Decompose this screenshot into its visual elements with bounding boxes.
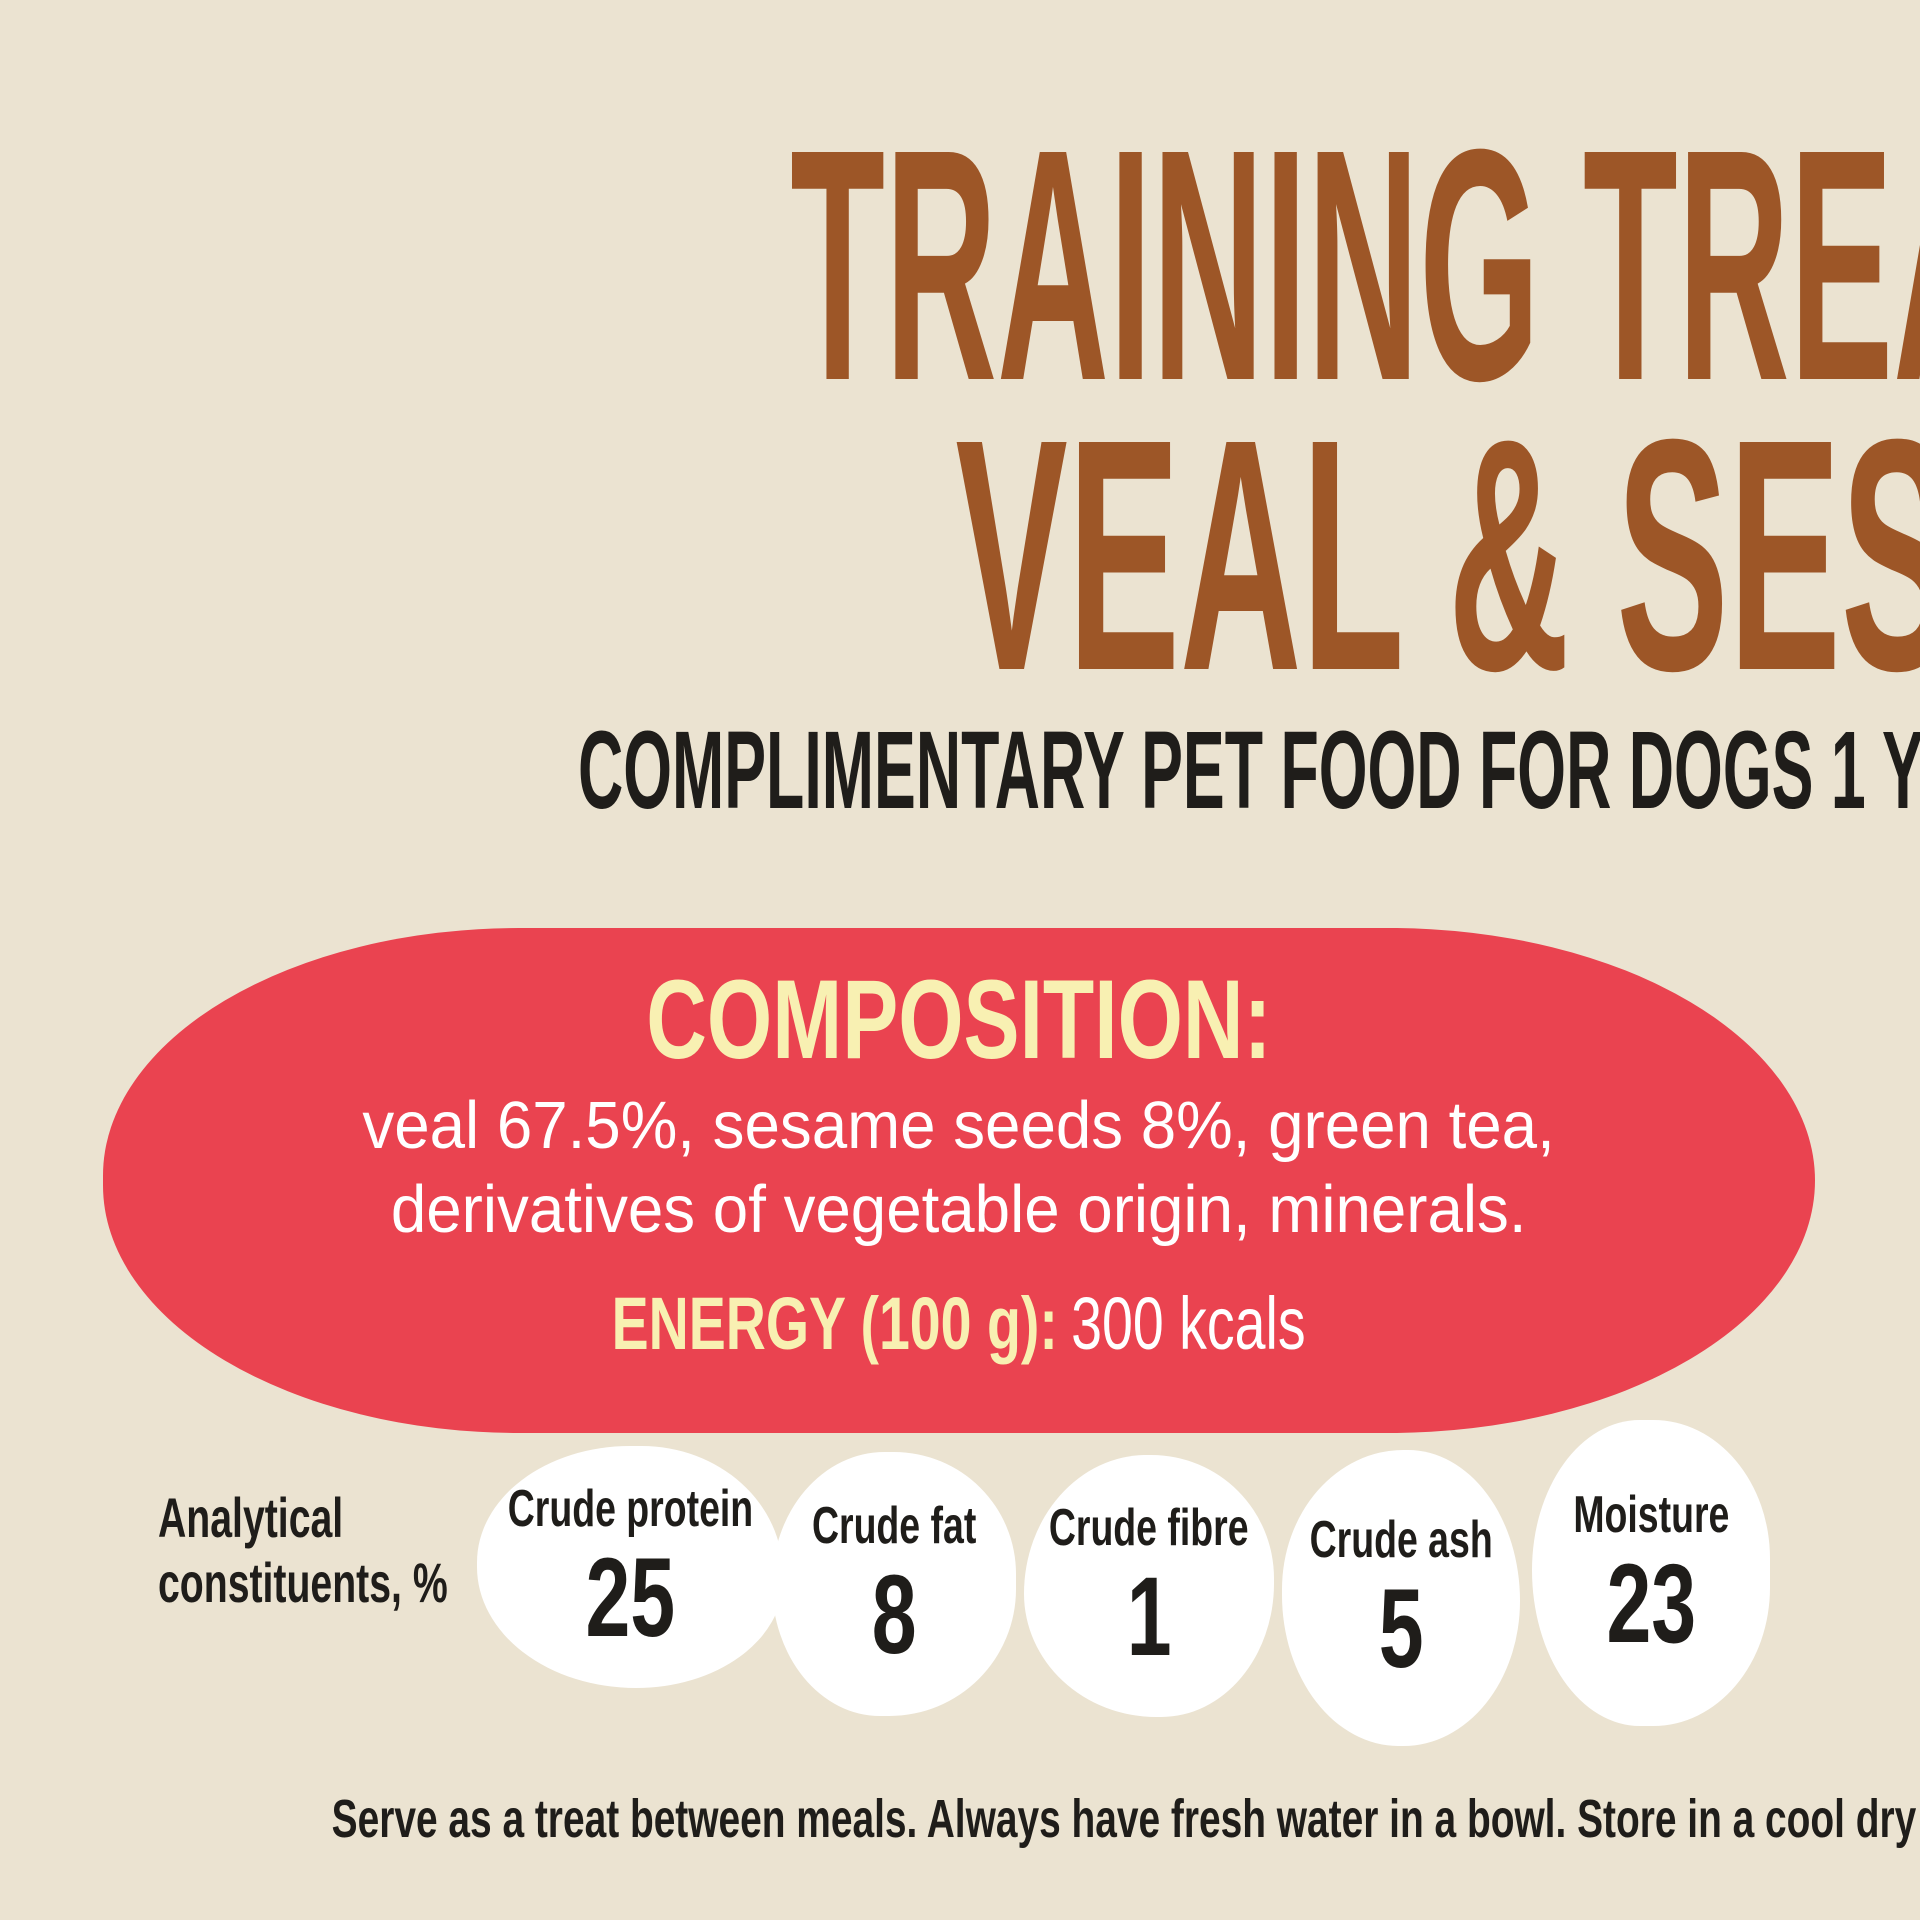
- product-title-line1-text: TRAINING TREATS: [790, 80, 1920, 449]
- constituent-value: 23: [1606, 1540, 1696, 1666]
- constituent-bubble-crude-fat: Crude fat 8: [772, 1452, 1016, 1716]
- energy-value: 300 kcals: [1071, 1281, 1306, 1365]
- composition-ingredients: veal 67.5%, sesame seeds 8%, green tea, …: [331, 1084, 1586, 1253]
- constituent-bubble-crude-ash: Crude ash 5: [1282, 1450, 1520, 1746]
- composition-panel: COMPOSITION: veal 67.5%, sesame seeds 8%…: [103, 928, 1815, 1433]
- footer-note-text: Serve as a treat between meals. Always h…: [331, 1789, 1920, 1849]
- constituent-name: Crude fat: [811, 1496, 977, 1555]
- footer-note: Serve as a treat between meals. Always h…: [0, 1792, 1920, 1846]
- constituent-name: Crude ash: [1309, 1510, 1493, 1569]
- constituent-name: Crude fibre: [1049, 1498, 1249, 1557]
- constituent-name: Moisture: [1572, 1485, 1730, 1544]
- constituent-bubble-moisture: Moisture 23: [1532, 1420, 1770, 1726]
- constituent-name: Crude protein: [507, 1479, 753, 1538]
- constituent-value: 25: [585, 1534, 675, 1660]
- product-subtitle-text: COMPLIMENTARY PET FOOD FOR DOGS 1 YEAR +: [577, 709, 1920, 832]
- composition-heading: COMPOSITION:: [646, 957, 1272, 1082]
- energy-line: ENERGY (100 g): 300 kcals: [496, 1286, 1421, 1361]
- energy-label: ENERGY (100 g):: [612, 1281, 1059, 1365]
- constituent-value: 8: [871, 1551, 917, 1677]
- composition-ingredients-line1: veal 67.5%, sesame seeds 8%, green tea,: [362, 1088, 1556, 1163]
- product-title-line1: TRAINING TREATS: [0, 100, 1920, 430]
- product-title-line2-text: VEAL & SESAME SEEDS: [955, 370, 1920, 739]
- constituent-bubble-crude-fibre: Crude fibre 1: [1024, 1455, 1274, 1717]
- composition-ingredients-line2: derivatives of vegetable origin, mineral…: [391, 1172, 1527, 1248]
- constituent-bubble-crude-protein: Crude protein 25: [477, 1446, 783, 1688]
- product-subtitle: COMPLIMENTARY PET FOOD FOR DOGS 1 YEAR +: [0, 716, 1920, 826]
- constituent-value: 5: [1378, 1565, 1424, 1691]
- analytical-constituents-label: Analytical constituents, %: [158, 1486, 448, 1616]
- analytical-label-line2: constituents, %: [158, 1550, 448, 1614]
- constituent-value: 1: [1126, 1553, 1172, 1679]
- analytical-label-line1: Analytical: [158, 1486, 344, 1549]
- product-title-line2: VEAL & SESAME SEEDS: [0, 390, 1920, 720]
